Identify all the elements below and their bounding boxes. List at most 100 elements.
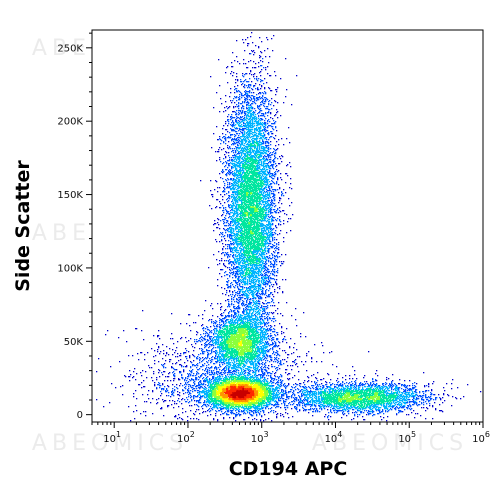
event-dot [249,178,251,180]
event-dot [250,154,252,156]
event-dot [243,326,245,328]
event-dot [258,222,260,224]
event-dot [268,147,270,149]
event-dot [259,329,261,331]
event-dot [239,227,241,229]
event-dot [258,66,260,68]
event-dot [245,176,247,178]
event-dot [233,197,235,199]
event-dot [260,124,262,126]
event-dot [234,264,236,266]
event-dot [251,176,253,178]
event-dot [232,255,234,257]
event-dot [255,306,257,308]
event-dot [252,195,254,197]
event-dot [231,125,233,127]
event-dot [254,147,256,149]
event-dot [233,252,235,254]
event-dot [246,304,248,306]
event-dot [250,149,252,151]
event-dot [260,122,262,124]
event-dot [257,361,259,363]
event-dot [238,258,240,260]
event-dot [269,275,271,277]
event-dot [270,329,272,331]
event-dot [249,345,251,347]
event-dot [260,321,262,323]
event-dot [240,268,242,270]
event-dot [251,213,253,215]
event-dot [247,382,249,384]
event-dot [245,198,247,200]
event-dot [258,157,260,159]
event-dot [248,169,250,171]
event-dot [265,213,267,215]
event-dot [254,237,256,239]
event-dot [277,234,279,236]
event-dot [255,189,257,191]
event-dot [265,225,267,227]
event-dot [232,183,234,185]
event-dot [238,250,240,252]
event-dot [264,155,266,157]
event-dot [262,179,264,181]
event-dot [276,243,278,245]
event-dot [257,225,259,227]
event-dot [247,171,249,173]
event-dot [234,138,236,140]
event-dot [235,184,237,186]
event-dot [247,43,249,45]
event-dot [258,144,260,146]
event-dot [246,274,248,276]
event-dot [248,105,250,107]
event-dot [265,323,267,325]
event-dot [248,267,250,269]
event-dot [239,297,241,299]
event-dot [244,287,246,289]
event-dot [289,187,291,189]
event-dot [249,329,251,331]
event-dot [264,214,266,216]
event-dot [254,153,256,155]
event-dot [251,184,253,186]
event-dot [247,238,249,240]
event-dot [257,303,259,305]
event-dot [270,161,272,163]
event-dot [269,339,271,341]
event-dot [253,170,255,172]
event-dot [256,189,258,191]
event-dot [235,200,237,202]
event-dot [243,309,245,311]
event-dot [240,251,242,253]
event-dot [248,167,250,169]
event-dot [231,272,233,274]
event-dot [255,218,257,220]
event-dot [251,263,253,265]
event-dot [237,201,239,203]
event-dot [264,217,266,219]
event-dot [241,235,243,237]
event-dot [246,293,248,295]
event-dot [255,340,257,342]
event-dot [231,251,233,253]
event-dot [262,294,264,296]
event-dot [244,166,246,168]
event-dot [259,166,261,168]
event-dot [235,275,237,277]
event-dot [271,180,273,182]
event-dot [249,309,251,311]
event-dot [223,263,225,265]
event-dot [242,260,244,262]
event-dot [224,194,226,196]
event-dot [246,245,248,247]
event-dot [260,110,262,112]
event-dot [219,241,221,243]
event-dot [261,150,263,152]
event-dot [247,333,249,335]
event-dot [225,207,227,209]
event-dot [266,208,268,210]
event-dot [247,276,249,278]
event-dot [251,199,253,201]
event-dot [257,166,259,168]
event-dot [254,108,256,110]
